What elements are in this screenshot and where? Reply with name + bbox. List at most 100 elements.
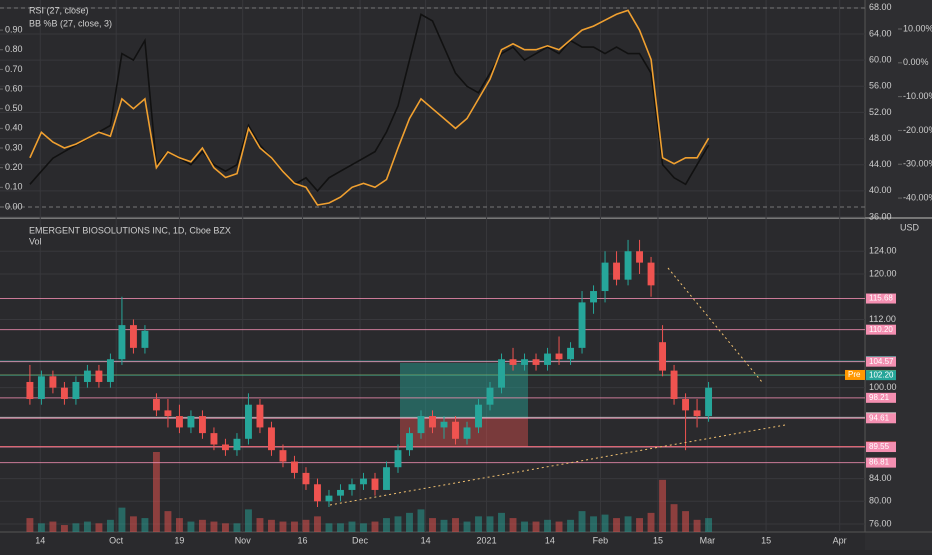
candle-body [383, 467, 390, 490]
y-tick-label: 120.00 [869, 268, 897, 278]
candle-body [498, 359, 505, 388]
marks [0, 9, 865, 532]
candle-body [682, 399, 690, 411]
volume-bar [578, 511, 586, 532]
volume-bar [60, 525, 68, 532]
volume-bar [129, 516, 137, 532]
candle-body [337, 489, 344, 496]
y2-tick-label: 40.00 [869, 185, 892, 195]
legend-item: RSI (27, close) [29, 5, 89, 15]
volume-bar [118, 507, 126, 532]
candle-body [95, 370, 103, 382]
candle-body [544, 353, 551, 365]
volume-bar [26, 518, 34, 532]
candle-body [406, 433, 413, 451]
volume-bar [337, 523, 344, 532]
price-badge [866, 442, 896, 453]
y2-tick-label: 64.00 [869, 28, 892, 38]
y3-tick-label: -20.00% [903, 125, 932, 135]
volume-bar [532, 521, 540, 532]
price-badge-label: 98.21 [869, 393, 890, 402]
price-badge [866, 413, 896, 424]
candle-body [291, 461, 298, 473]
y-tick-label: 0.40 [5, 123, 23, 133]
candle-body [440, 421, 448, 428]
candle-body [509, 359, 517, 365]
y-tick-label: 76.00 [869, 518, 892, 528]
candle-body [175, 416, 183, 428]
candle-body [222, 444, 229, 451]
y-tick-label: 0.30 [5, 142, 23, 152]
y2-tick-label: 56.00 [869, 81, 892, 91]
volume-bar [222, 523, 229, 532]
candle-body [521, 359, 528, 365]
volume-bar [302, 519, 310, 532]
price-badge [866, 324, 896, 335]
candle-body [555, 353, 563, 360]
volume-bar [498, 512, 505, 532]
candle-body [325, 495, 333, 502]
volume-bar [325, 523, 333, 532]
volume-bar [141, 518, 149, 532]
candle-body [106, 359, 114, 382]
grid [0, 0, 902, 532]
position-profit-zone [400, 363, 528, 418]
price-badge [866, 356, 896, 367]
volume-bar [233, 523, 241, 532]
x-tick-label: Apr [833, 535, 847, 545]
candle-body [37, 376, 45, 400]
y2-tick-label: 60.00 [869, 55, 892, 65]
volume-bar [406, 512, 413, 532]
premarket-label: Pre [848, 370, 861, 379]
y2-tick-label: 44.00 [869, 159, 892, 169]
y3-tick-label: -30.00% [903, 159, 932, 169]
y2-tick-label: 48.00 [869, 133, 892, 143]
volume-bar [95, 523, 103, 532]
candle-body [118, 325, 126, 360]
candle-body [590, 291, 597, 303]
volume-bar [555, 521, 563, 532]
volume-bar [659, 479, 667, 532]
y-tick-label: 112.00 [869, 314, 896, 324]
volume-bar [613, 518, 620, 532]
candle-body [279, 450, 287, 462]
candle-body [417, 416, 425, 434]
price-badge-label: 115.68 [869, 294, 893, 303]
candle-body [256, 404, 264, 428]
x-tick-label: 16 [298, 535, 308, 545]
indicator-line [29, 9, 710, 206]
volume-bar [475, 516, 482, 532]
volume-bar [72, 523, 80, 532]
volume-bar [210, 521, 218, 532]
volume-bar [83, 521, 91, 532]
x-tick-label: Nov [235, 535, 252, 545]
price-badge [866, 370, 896, 381]
candle-body [624, 251, 632, 280]
price-badge-label: 102.20 [869, 370, 894, 379]
candle-body [210, 433, 218, 445]
candle-body [647, 262, 655, 286]
premarket-tag [845, 369, 865, 380]
volume-bar [245, 509, 252, 532]
x-tick-label: 2021 [477, 535, 497, 545]
y3-tick-label: -10.00% [903, 91, 932, 101]
volume-bar [371, 521, 379, 532]
y2-tick-label: 36.00 [869, 211, 892, 221]
x-tick-label: 14 [421, 535, 431, 545]
volume-bar [187, 521, 195, 532]
y3-tick-label: 10.00% [903, 23, 932, 33]
y-tick-label: 124.00 [869, 246, 897, 256]
x-tick-label: 15 [653, 535, 663, 545]
volume-bar [670, 504, 678, 532]
candle-body [613, 262, 620, 280]
y2-tick-label: 68.00 [869, 2, 892, 12]
candle-body [141, 330, 149, 348]
candle-body [705, 387, 713, 417]
indicator-line [29, 13, 710, 193]
volume-bar [348, 521, 356, 532]
candle-body [187, 416, 195, 428]
candle-body [83, 370, 91, 382]
volume-bar [394, 516, 402, 532]
volume-bar [452, 518, 459, 532]
